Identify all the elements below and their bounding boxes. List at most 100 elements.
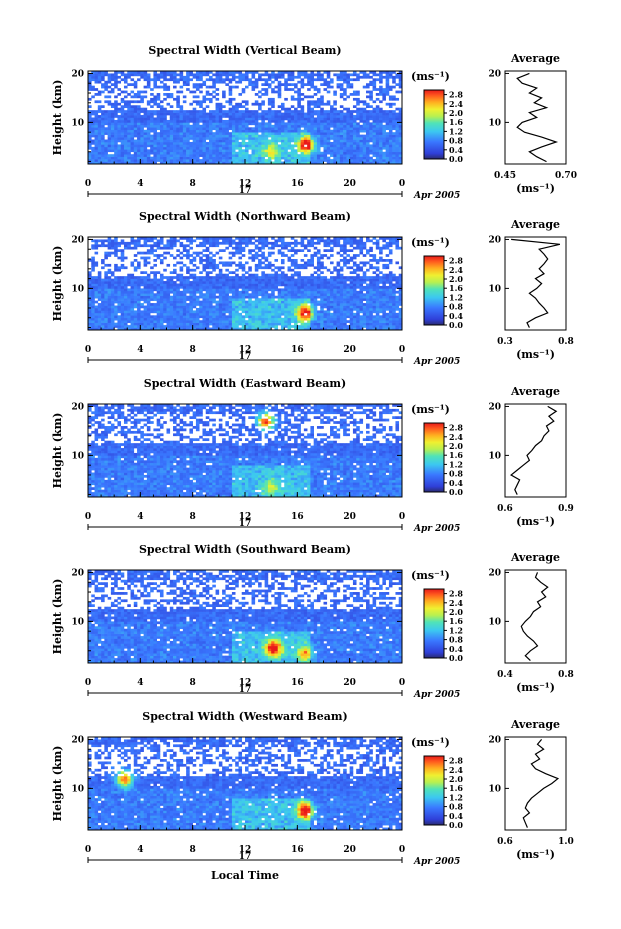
colorbar-tick-label: 2.0 bbox=[449, 108, 463, 118]
colorbar-tick-label: 2.0 bbox=[449, 274, 463, 284]
colorbar-tick-label: 1.2 bbox=[449, 292, 463, 302]
colorbar-tick-label: 2.0 bbox=[449, 441, 463, 451]
y-axis-label: Height (km) bbox=[51, 579, 64, 655]
x-tick-label: 0 bbox=[85, 678, 91, 688]
profile-y-tick-label: 10 bbox=[488, 451, 501, 461]
x-tick-label: 0 bbox=[399, 845, 405, 855]
x-tick-label: 8 bbox=[190, 179, 196, 189]
x-tick-label: 8 bbox=[190, 345, 196, 355]
colorbar-tick-label: 0.4 bbox=[449, 811, 463, 821]
colorbar-unit: (ms⁻¹) bbox=[411, 70, 450, 83]
panel-3: Spectral Width (Eastward Beam) 10 20 Height… bbox=[51, 377, 574, 534]
date-month-year-label: Apr 2005 bbox=[413, 357, 460, 367]
profile-line bbox=[522, 739, 560, 828]
profile-frame bbox=[504, 403, 567, 498]
panel-title: Spectral Width (Northward Beam) bbox=[139, 210, 351, 223]
x-tick-label: 16 bbox=[291, 345, 304, 355]
x-tick-label: 16 bbox=[291, 512, 304, 522]
date-day-label: 17 bbox=[239, 186, 252, 196]
x-tick-label: 12 bbox=[239, 179, 252, 189]
profile-x-tick-label: 0.8 bbox=[558, 337, 574, 347]
profile-unit: (ms⁻¹) bbox=[516, 182, 555, 195]
y-tick-label: 10 bbox=[71, 284, 84, 294]
profile-x-tick-label: 1.0 bbox=[558, 837, 574, 847]
profile-x-tick-label: 0.8 bbox=[558, 670, 574, 680]
profile-y-tick-label: 20 bbox=[488, 735, 501, 745]
colorbar-tick-label: 1.2 bbox=[449, 459, 463, 469]
panel-2: Spectral Width (Northward Beam) 10 20 Heigh… bbox=[51, 210, 574, 367]
profile-line bbox=[516, 72, 559, 163]
x-tick-label: 4 bbox=[137, 179, 143, 189]
panel-5: Spectral Width (Westward Beam) 10 20 Height… bbox=[51, 710, 574, 867]
date-month-year-label: Apr 2005 bbox=[413, 524, 460, 534]
colorbar-tick-label: 2.4 bbox=[449, 598, 463, 608]
date-month-year-label: Apr 2005 bbox=[413, 191, 460, 201]
x-tick-label: 12 bbox=[239, 678, 252, 688]
x-tick-label: 20 bbox=[343, 678, 356, 688]
colorbar bbox=[423, 422, 445, 493]
profile-unit: (ms⁻¹) bbox=[516, 348, 555, 361]
profile-x-tick-label: 0.9 bbox=[558, 504, 574, 514]
date-month-year-label: Apr 2005 bbox=[413, 857, 460, 867]
colorbar-tick-label: 2.0 bbox=[449, 774, 463, 784]
colorbar-tick-label: 0.0 bbox=[449, 653, 463, 663]
profile-line bbox=[520, 572, 549, 662]
profile-x-tick-label: 0.3 bbox=[497, 337, 513, 347]
profile-unit: (ms⁻¹) bbox=[516, 848, 555, 861]
x-tick-label: 4 bbox=[137, 345, 143, 355]
x-tick-label: 20 bbox=[343, 512, 356, 522]
x-tick-label: 16 bbox=[291, 179, 304, 189]
profile-frame bbox=[504, 70, 567, 165]
profile-y-tick-label: 10 bbox=[488, 784, 501, 794]
colorbar bbox=[423, 588, 445, 659]
profile-unit: (ms⁻¹) bbox=[516, 515, 555, 528]
colorbar-tick-label: 0.4 bbox=[449, 311, 463, 321]
colorbar-tick-label: 1.6 bbox=[449, 450, 463, 460]
panel-title: Spectral Width (Vertical Beam) bbox=[148, 44, 341, 57]
heatmap-cells bbox=[88, 404, 403, 498]
profile-y-tick-label: 10 bbox=[488, 284, 501, 294]
profile-y-tick-label: 20 bbox=[488, 69, 501, 79]
x-tick-label: 4 bbox=[137, 678, 143, 688]
profile-y-tick-label: 20 bbox=[488, 402, 501, 412]
profile-x-tick-label: 0.70 bbox=[555, 171, 577, 181]
y-axis-label: Height (km) bbox=[51, 246, 64, 322]
x-tick-label: 8 bbox=[190, 512, 196, 522]
x-tick-label: 0 bbox=[85, 512, 91, 522]
date-day-label: 17 bbox=[239, 685, 252, 695]
panel-1: Spectral Width (Vertical Beam) 10 20 Height… bbox=[51, 44, 577, 201]
colorbar-tick-label: 2.0 bbox=[449, 607, 463, 617]
colorbar-tick-label: 2.4 bbox=[449, 765, 463, 775]
colorbar-tick-label: 0.0 bbox=[449, 320, 463, 330]
profile-y-tick-label: 10 bbox=[488, 118, 501, 128]
profile-unit: (ms⁻¹) bbox=[516, 681, 555, 694]
profile-x-tick-label: 0.45 bbox=[494, 171, 516, 181]
colorbar-tick-label: 2.8 bbox=[449, 90, 463, 100]
profile-x-tick-label: 0.6 bbox=[497, 504, 513, 514]
colorbar-tick-label: 0.0 bbox=[449, 154, 463, 164]
x-tick-label: 0 bbox=[399, 678, 405, 688]
y-tick-label: 10 bbox=[71, 118, 84, 128]
average-profile: Average 10 20 0.3 0.8(ms⁻¹) bbox=[488, 218, 573, 361]
profile-frame bbox=[504, 236, 567, 331]
colorbar-tick-label: 0.8 bbox=[449, 136, 463, 146]
date-month-year-label: Apr 2005 bbox=[413, 690, 460, 700]
y-tick-label: 20 bbox=[71, 402, 84, 412]
profile-x-tick-label: 0.6 bbox=[497, 837, 513, 847]
x-tick-label: 20 bbox=[343, 345, 356, 355]
x-tick-label: 16 bbox=[291, 678, 304, 688]
x-tick-label: 0 bbox=[399, 345, 405, 355]
panel-title: Spectral Width (Eastward Beam) bbox=[144, 377, 346, 390]
colorbar-tick-label: 2.8 bbox=[449, 756, 463, 766]
colorbar-tick-label: 0.4 bbox=[449, 644, 463, 654]
colorbar-unit: (ms⁻¹) bbox=[411, 569, 450, 582]
colorbar-tick-label: 1.2 bbox=[449, 126, 463, 136]
panel-title: Spectral Width (Westward Beam) bbox=[142, 710, 347, 723]
y-tick-label: 20 bbox=[71, 69, 84, 79]
x-tick-label: 20 bbox=[343, 179, 356, 189]
profile-frame bbox=[504, 569, 567, 664]
date-day-label: 17 bbox=[239, 852, 252, 862]
y-tick-label: 20 bbox=[71, 568, 84, 578]
colorbar-tick-label: 2.8 bbox=[449, 423, 463, 433]
